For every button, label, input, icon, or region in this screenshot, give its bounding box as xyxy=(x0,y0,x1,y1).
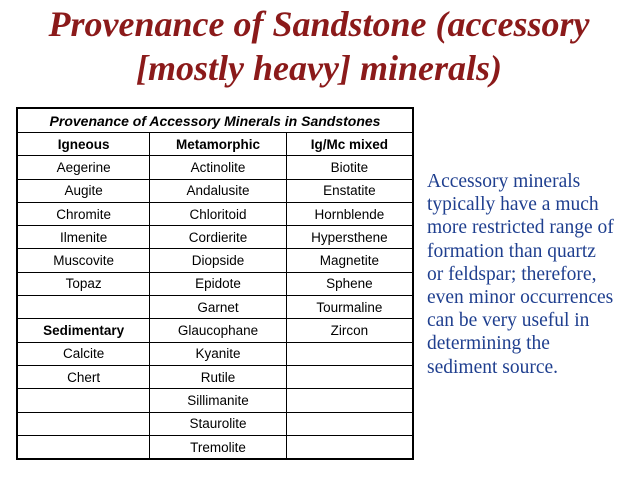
table-row: Sillimanite xyxy=(16,388,414,413)
table-cell: Topaz xyxy=(16,271,151,297)
side-text-line: even minor occurrences xyxy=(427,287,614,309)
table-cell: Sedimentary xyxy=(16,318,151,343)
table-cell xyxy=(285,388,414,413)
table-row: Augite Andalusite Enstatite xyxy=(16,178,414,203)
table-cell xyxy=(16,295,151,320)
table-cell: Epidote xyxy=(149,271,287,297)
table-cell xyxy=(16,434,151,460)
caption-row: Provenance of Accessory Minerals in Sand… xyxy=(16,107,414,133)
header-row: Igneous Metamorphic Ig/Mc mixed xyxy=(16,131,414,157)
column-header: Metamorphic xyxy=(149,131,287,157)
side-text-line: can be very useful in xyxy=(427,310,590,332)
table-row: Ilmenite Cordierite Hypersthene xyxy=(16,225,414,250)
table-cell: Kyanite xyxy=(149,341,287,366)
table-caption: Provenance of Accessory Minerals in Sand… xyxy=(16,107,414,133)
table-cell: Biotite xyxy=(285,155,414,180)
table-cell: Muscovite xyxy=(16,248,151,273)
table-cell: Diopside xyxy=(149,248,287,273)
side-text-line: sediment source. xyxy=(427,356,559,378)
table-cell: Andalusite xyxy=(149,178,287,203)
table-cell: Ilmenite xyxy=(16,225,151,250)
table-row: Sedimentary Glaucophane Zircon xyxy=(16,318,414,343)
table-cell: Garnet xyxy=(149,295,287,320)
table-row: Staurolite xyxy=(16,411,414,436)
slide-title: Provenance of Sandstone (accessory [mostl… xyxy=(0,2,638,90)
side-text-line: more restricted range of xyxy=(427,217,614,239)
side-text-line: determining the xyxy=(427,333,550,355)
column-header: Ig/Mc mixed xyxy=(285,131,414,157)
table-row: Aegerine Actinolite Biotite xyxy=(16,155,414,180)
table-row: Topaz Epidote Sphene xyxy=(16,271,414,297)
table-cell: Staurolite xyxy=(149,411,287,436)
table-cell xyxy=(16,388,151,413)
table-cell: Rutile xyxy=(149,364,287,390)
table-row: Chromite Chloritoid Hornblende xyxy=(16,201,414,227)
table-cell: Hypersthene xyxy=(285,225,414,250)
table-cell: Aegerine xyxy=(16,155,151,180)
side-text: Accessory minerals typically have a much m… xyxy=(427,170,614,379)
table-cell xyxy=(285,411,414,436)
table-cell: Hornblende xyxy=(285,201,414,227)
table-cell xyxy=(285,434,414,460)
title-line: [mostly heavy] minerals) xyxy=(136,48,502,88)
table-cell: Glaucophane xyxy=(149,318,287,343)
side-text-line: formation than quartz xyxy=(427,240,596,262)
table-cell: Actinolite xyxy=(149,155,287,180)
table-cell xyxy=(16,411,151,436)
table-cell: Cordierite xyxy=(149,225,287,250)
side-text-line: Accessory minerals xyxy=(427,171,581,192)
table-row: Chert Rutile xyxy=(16,364,414,390)
table-cell: Sillimanite xyxy=(149,388,287,413)
table-cell: Chromite xyxy=(16,201,151,227)
side-text-line: typically have a much xyxy=(427,194,599,216)
table-cell: Chert xyxy=(16,364,151,390)
title-line: Provenance of Sandstone (accessory xyxy=(48,4,590,44)
table-row: Muscovite Diopside Magnetite xyxy=(16,248,414,273)
table-cell: Calcite xyxy=(16,341,151,366)
table-cell xyxy=(285,341,414,366)
table-head: Provenance of Accessory Minerals in Sand… xyxy=(16,107,414,157)
side-text-line: or feldspar; therefore, xyxy=(427,263,597,285)
minerals-table: Provenance of Accessory Minerals in Sand… xyxy=(16,107,414,461)
table-cell: Magnetite xyxy=(285,248,414,273)
table-cell: Zircon xyxy=(285,318,414,343)
table-row: Tremolite xyxy=(16,434,414,460)
table-cell: Tourmaline xyxy=(285,295,414,320)
table-body: Aegerine Actinolite Biotite Augite Andalusit… xyxy=(16,155,414,460)
table-cell: Tremolite xyxy=(149,434,287,460)
table-cell: Augite xyxy=(16,178,151,203)
column-header: Igneous xyxy=(16,131,151,157)
table-cell: Sphene xyxy=(285,271,414,297)
table-row: Calcite Kyanite xyxy=(16,341,414,366)
table-row: Garnet Tourmaline xyxy=(16,295,414,320)
table-cell: Chloritoid xyxy=(149,201,287,227)
table-cell: Enstatite xyxy=(285,178,414,203)
table-cell xyxy=(285,364,414,390)
